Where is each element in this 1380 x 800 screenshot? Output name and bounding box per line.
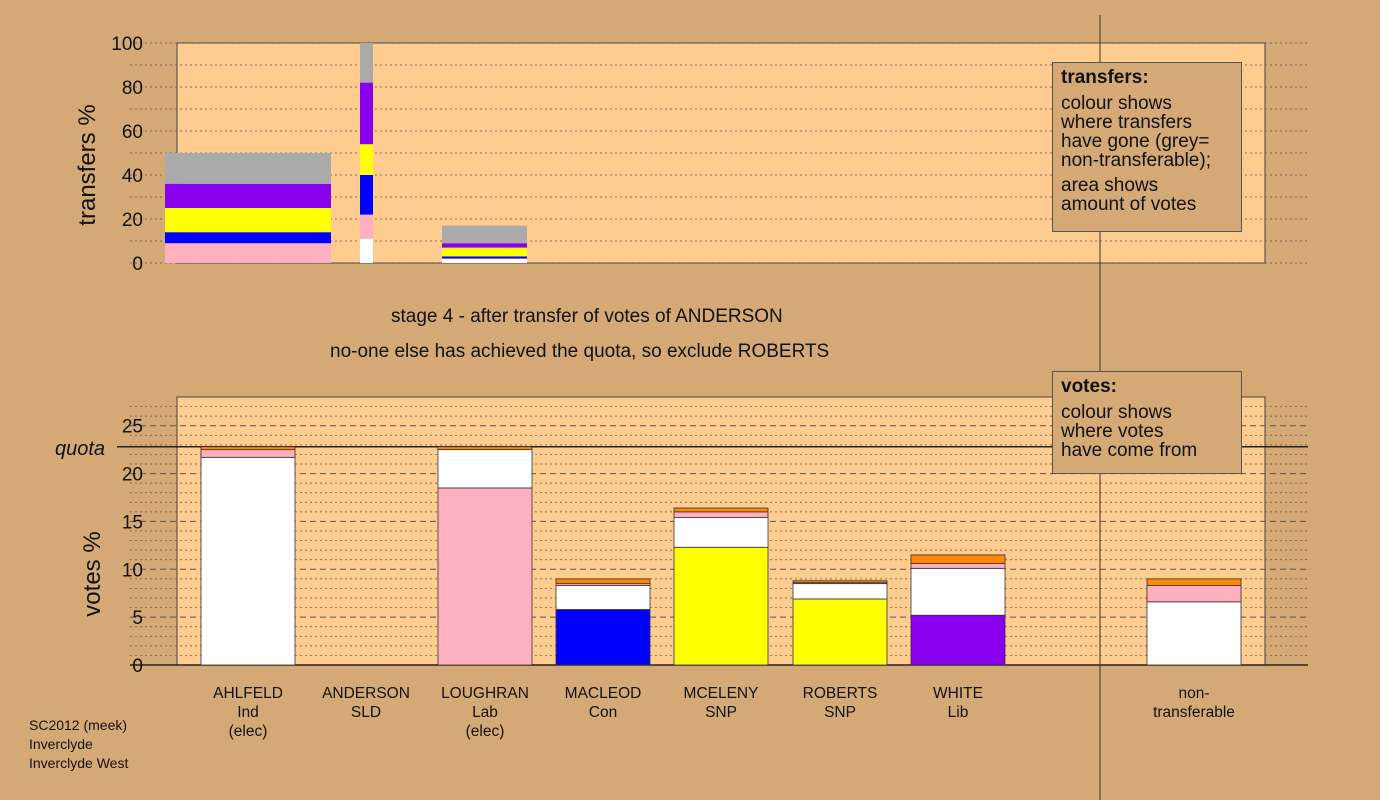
candidate-name: ROBERTS [802,685,878,702]
vote-segment-ind [792,583,888,600]
candidate-party: Lib [947,704,969,721]
transfers-legend-text: non-transferable); [1061,150,1211,171]
candidate-label-roberts: ROBERTS SNP [775,684,905,722]
candidate-name: non- [1178,685,1210,702]
transfers-legend-text: area shows [1061,175,1159,196]
vote-segment-ind [437,449,533,489]
votes-y-tick-label: 0 [132,656,143,677]
vote-segment-sld [200,446,296,451]
candidate-label-nontransferable: non- transferable [1129,684,1259,722]
transfer-segment-nontransferable [442,225,527,244]
vote-segment-lab [673,511,769,519]
transfers-y-tick-label: 60 [122,122,143,143]
footer-election: SC2012 (meek) [29,717,128,733]
votes-y-tick-label: 25 [122,417,143,438]
transfer-segment-snp [360,144,373,175]
transfers-y-tick-label: 0 [132,254,143,275]
candidate-party: SNP [824,704,856,721]
vote-segment-ind [1146,601,1242,666]
transfers-y-tick-label: 20 [122,210,143,231]
footer-council: Inverclyde [29,736,93,752]
votes-legend-title: votes: [1061,376,1117,397]
vote-segment-sld [555,578,651,585]
votes-y-tick-label: 15 [122,512,143,533]
footer-ward: Inverclyde West [29,755,129,771]
transfers-y-tick-label: 40 [122,166,143,187]
candidate-label-mceleny: MCELENY SNP [656,684,786,722]
vote-segment-snp [792,598,888,666]
votes-legend-text: colour shows [1061,402,1172,423]
candidate-party: transferable [1153,704,1235,721]
transfers-legend: transfers: colour shows where transfers … [1052,62,1242,232]
transfers-y-tick-label: 100 [111,34,143,55]
vote-segment-ind [910,567,1006,616]
transfers-legend-title: transfers: [1061,67,1149,88]
candidate-label-ahlfeld: AHLFELD Ind (elec) [183,684,313,741]
transfers-legend-text: where transfers [1061,112,1192,133]
transfer-segment-con [442,256,527,259]
vote-segment-sld [792,580,888,584]
stage-message: stage 4 - after transfer of votes of AND… [391,306,783,327]
votes-legend: votes: colour shows where votes have com… [1052,371,1242,474]
vote-segment-lab [910,563,1006,569]
transfer-segment-snp [442,247,527,257]
transfer-segment-nontransferable [360,43,373,83]
transfers-legend-text: have gone (grey= [1061,131,1210,152]
candidate-party: SLD [350,704,382,721]
transfer-segment-lib [442,243,527,248]
transfer-segment-con [360,175,373,215]
candidate-name: MCELENY [683,685,759,702]
candidate-label-macleod: MACLEOD Con [538,684,668,722]
action-message: no-one else has achieved the quota, so e… [330,341,830,362]
votes-legend-text: where votes [1061,421,1164,442]
votes-y-tick-label: 20 [122,465,143,486]
votes-legend-text: have come from [1061,440,1198,461]
transfers-y-axis-label: transfers % [74,104,101,225]
transfers-legend-text: amount of votes [1061,194,1197,215]
transfers-legend-text: colour shows [1061,93,1172,114]
transfer-segment-ind [442,258,527,263]
transfer-segment-lab [360,214,373,239]
vote-segment-sld [673,507,769,513]
votes-y-axis-label: votes % [79,531,106,616]
transfers-y-tick-label: 80 [122,78,143,99]
transfer-segment-lib [165,183,331,208]
candidate-status: (elec) [228,723,268,740]
vote-segment-lib [910,614,1006,666]
vote-segment-con [555,609,651,666]
vote-segment-ind [200,456,296,666]
vote-segment-sld [1146,578,1242,586]
transfer-segment-snp [165,208,331,233]
transfer-segment-lab [165,243,331,263]
candidate-party: Con [588,704,618,721]
vote-segment-lab [200,449,296,458]
candidate-party: SNP [705,704,737,721]
candidate-label-loughran: LOUGHRAN Lab (elec) [420,684,550,741]
votes-y-tick-label: 10 [122,560,143,581]
vote-segment-sld [437,446,533,451]
candidate-name: MACLEOD [564,685,642,702]
quota-label: quota [55,438,105,460]
candidate-party: Lab [472,704,498,721]
candidate-label-white: WHITE Lib [893,684,1023,722]
vote-segment-ind [555,585,651,610]
vote-segment-lab [1146,585,1242,603]
candidate-party: Ind [237,704,259,721]
candidate-status: (elec) [465,723,505,740]
vote-segment-sld [910,554,1006,564]
vote-segment-lab [437,487,533,666]
candidate-name: ANDERSON [322,685,410,702]
transfer-segment-ind [360,238,373,263]
transfer-segment-con [165,232,331,244]
candidate-name: WHITE [933,685,983,702]
vote-segment-snp [673,546,769,666]
candidate-label-anderson: ANDERSON SLD [301,684,431,722]
transfer-segment-lib [360,82,373,145]
vote-segment-ind [673,517,769,548]
transfer-segment-nontransferable [165,153,331,184]
votes-y-tick-label: 5 [132,608,143,629]
candidate-name: AHLFELD [213,685,283,702]
candidate-name: LOUGHRAN [441,685,529,702]
